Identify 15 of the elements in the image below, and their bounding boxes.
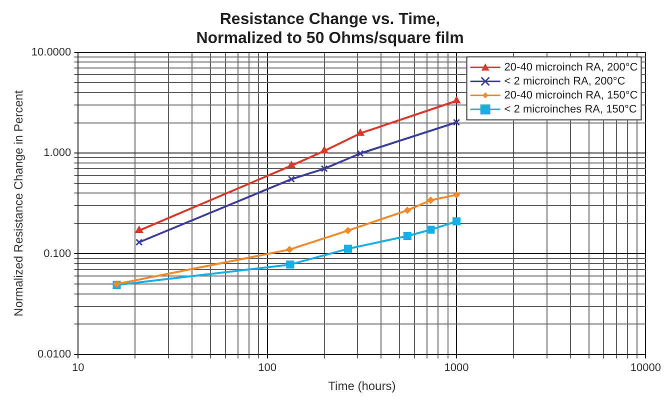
x-axis-title: Time (hours) bbox=[328, 379, 396, 394]
x-tick-label: 10 bbox=[72, 362, 84, 374]
y-axis-title: Normalized Resistance Change in Percent bbox=[12, 90, 26, 316]
y-tick-label: 10.0000 bbox=[31, 46, 72, 58]
legend-label: 20-40 microinch RA, 200°C bbox=[504, 61, 638, 74]
y-tick-label: 0.100 bbox=[44, 248, 72, 260]
legend-label: 20-40 microinch RA, 150°C bbox=[504, 89, 638, 102]
y-tick-label: 1.000 bbox=[44, 147, 72, 160]
chart-title: Resistance Change vs. Time, Normalized to 50 Ohms/square film bbox=[196, 11, 464, 48]
legend-label: < 2 microinches RA, 150°C bbox=[504, 103, 637, 116]
y-tick-label: 0.0100 bbox=[38, 348, 72, 360]
x-tick-label: 10000 bbox=[630, 362, 662, 374]
legend-label: < 2 microinch RA, 200°C bbox=[504, 75, 626, 88]
x-tick-label: 100 bbox=[258, 362, 277, 374]
x-tick-label: 1000 bbox=[444, 362, 469, 374]
